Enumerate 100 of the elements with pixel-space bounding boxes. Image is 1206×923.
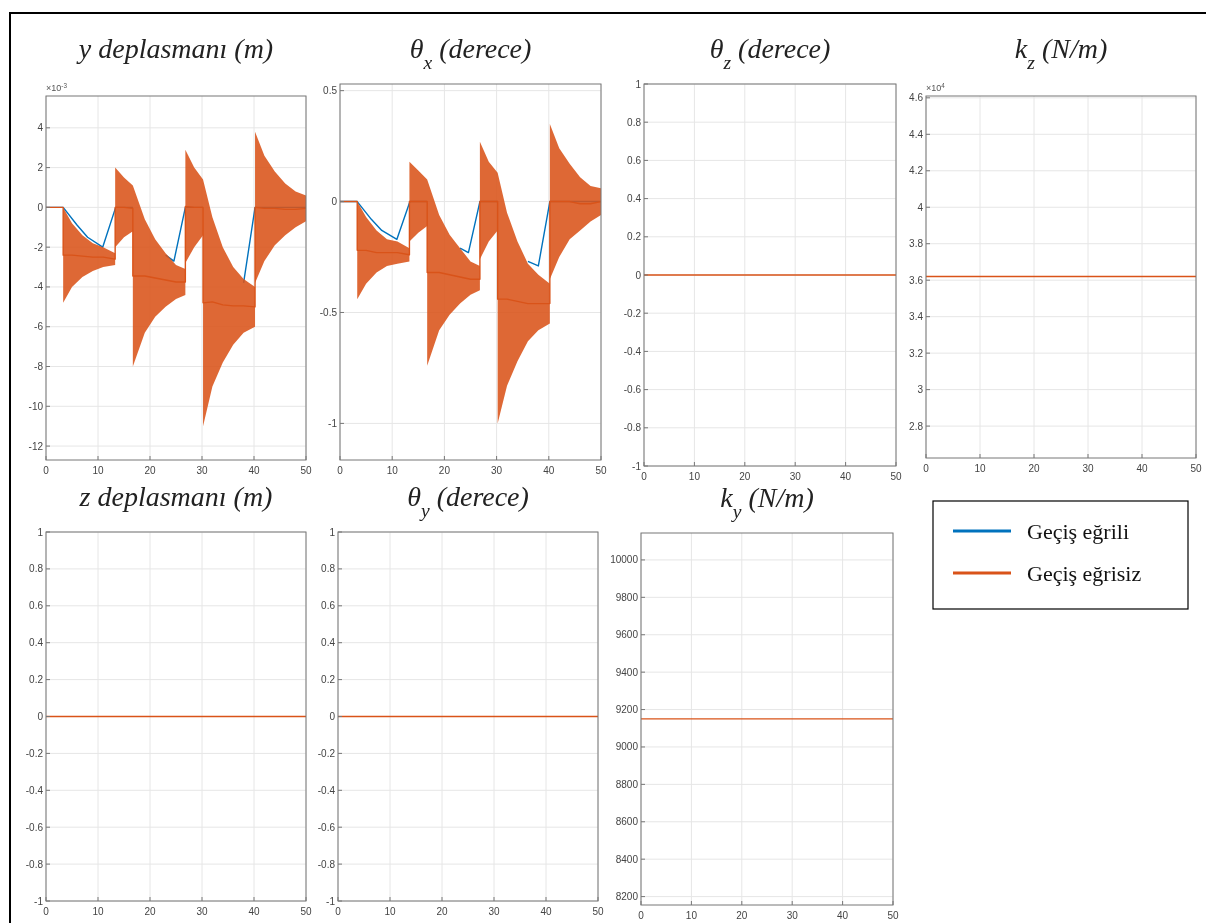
y-tick-label: -0.2 <box>317 747 336 759</box>
x-tick-label: 10 <box>92 465 104 476</box>
y-tick-label: -0.6 <box>623 384 642 396</box>
x-tick-label: 50 <box>592 906 604 917</box>
y-tick-label: -10 <box>28 400 44 412</box>
x-tick-label: 30 <box>789 471 802 482</box>
y-tick-label: 2 <box>37 162 44 174</box>
y-tick-label: 0 <box>329 711 336 722</box>
y-tick-label: -1 <box>328 417 338 429</box>
y-tick-label: 4.2 <box>909 165 924 177</box>
y-tick-label: 0 <box>331 196 338 208</box>
y-tick-label: 0 <box>635 269 642 281</box>
chart-title: θ$_{y}$ (derece) <box>407 481 529 521</box>
y-tick-label: 4 <box>37 122 44 134</box>
x-tick-label: 10 <box>92 906 104 917</box>
y-tick-label: -0.4 <box>317 784 336 796</box>
y-tick-label: 0 <box>37 711 44 722</box>
chart-title: θ$_{x}$ (derece) <box>409 33 532 73</box>
x-tick-label: 10 <box>384 906 396 917</box>
y-tick-label: 8600 <box>615 816 639 828</box>
x-tick-label: 20 <box>438 465 451 476</box>
x-tick-label: 50 <box>595 465 607 476</box>
y-tick-label: -2 <box>34 241 44 253</box>
y-tick-label: -0.2 <box>623 307 642 319</box>
y-tick-label: -0.2 <box>25 747 44 759</box>
y-tick-label: 8800 <box>615 778 639 790</box>
x-tick-label: 40 <box>837 910 849 921</box>
x-tick-label: 20 <box>436 906 448 917</box>
legend-label: Geçiş eğrisiz <box>1027 561 1142 586</box>
x-tick-label: 10 <box>685 910 698 921</box>
legend-label: Geçiş eğrili <box>1027 519 1130 544</box>
y-tick-label: 2.8 <box>909 420 924 432</box>
y-tick-label: 1 <box>635 78 642 90</box>
y-tick-label: 0.6 <box>321 600 336 612</box>
y-tick-label: 0.6 <box>627 154 642 166</box>
x-tick-label: 20 <box>144 906 156 917</box>
x-tick-label: 20 <box>736 910 748 921</box>
y-tick-label: -0.4 <box>623 345 642 357</box>
y-tick-label: 0.2 <box>29 674 44 686</box>
x-tick-label: 10 <box>688 471 701 482</box>
y-tick-label: 10000 <box>610 554 639 566</box>
x-tick-label: 50 <box>300 906 312 917</box>
chart-title: k$_{z}$ (N/m) <box>1014 33 1108 73</box>
x-tick-label: 30 <box>196 906 208 917</box>
y-tick-label: -0.4 <box>25 784 44 796</box>
y-tick-label: 0.8 <box>321 563 336 575</box>
y-tick-label: -6 <box>34 321 44 333</box>
y-tick-label: 0.2 <box>627 231 642 243</box>
y-tick-label: 3 <box>917 384 924 396</box>
y-tick-label: 0.5 <box>323 85 338 97</box>
y-tick-label: -0.8 <box>623 422 642 434</box>
y-tick-label: 8400 <box>615 853 639 865</box>
y-tick-label: 4.6 <box>909 92 924 104</box>
y-tick-label: 9200 <box>615 704 639 716</box>
x-tick-label: 50 <box>890 471 902 482</box>
x-tick-label: 10 <box>386 465 399 476</box>
y-tick-label: -0.6 <box>25 821 44 833</box>
text: ×10$^{4}$ <box>926 81 946 93</box>
x-tick-label: 30 <box>786 910 799 921</box>
x-tick-label: 10 <box>974 463 986 474</box>
chart-title: y deplasmanı (m) <box>75 33 274 64</box>
y-tick-label: 0.4 <box>627 193 642 205</box>
x-tick-label: 30 <box>488 906 500 917</box>
x-tick-label: 40 <box>540 906 552 917</box>
x-tick-label: 40 <box>1136 463 1148 474</box>
y-tick-label: 9600 <box>615 629 639 641</box>
y-tick-label: 1 <box>329 526 336 538</box>
y-tick-label: -0.8 <box>317 858 336 870</box>
y-tick-label: 0.4 <box>321 637 336 649</box>
x-tick-label: 50 <box>887 910 899 921</box>
x-tick-label: 20 <box>1028 463 1040 474</box>
x-tick-label: 50 <box>300 465 312 476</box>
chart-title: θ$_{z}$ (derece) <box>709 33 831 73</box>
y-tick-label: 3.6 <box>909 274 924 286</box>
x-tick-label: 40 <box>543 465 555 476</box>
y-tick-label: 0.8 <box>29 563 44 575</box>
text: ×10$^{-3}$ <box>46 81 68 93</box>
y-tick-label: -1 <box>34 895 44 907</box>
x-tick-label: 40 <box>248 906 260 917</box>
y-tick-label: 9000 <box>615 741 639 753</box>
y-tick-label: 9400 <box>615 666 639 678</box>
y-tick-label: -8 <box>34 361 44 373</box>
y-tick-label: 0.4 <box>29 637 44 649</box>
y-tick-label: -12 <box>28 440 44 452</box>
y-tick-label: 0 <box>37 201 44 213</box>
x-tick-label: 30 <box>491 465 503 476</box>
y-tick-label: 0.2 <box>321 674 336 686</box>
y-tick-label: -1 <box>326 895 336 907</box>
x-tick-label: 50 <box>1190 463 1202 474</box>
y-tick-label: -0.5 <box>319 306 338 318</box>
chart-title: k$_{y}$ (N/m) <box>720 482 814 522</box>
y-tick-label: 3.8 <box>909 238 924 250</box>
y-tick-label: -0.6 <box>317 821 336 833</box>
x-tick-label: 40 <box>248 465 260 476</box>
chart-title: z deplasmanı (m) <box>78 481 273 512</box>
y-tick-label: -0.8 <box>25 858 44 870</box>
y-tick-label: 1 <box>37 526 44 538</box>
x-tick-label: 30 <box>1082 463 1094 474</box>
y-tick-label: 4.4 <box>909 128 924 140</box>
x-tick-label: 20 <box>739 471 751 482</box>
